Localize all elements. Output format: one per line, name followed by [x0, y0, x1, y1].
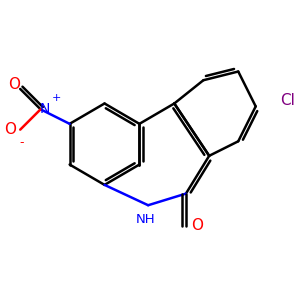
- Text: O: O: [8, 77, 20, 92]
- Text: O: O: [192, 218, 204, 233]
- Text: Cl: Cl: [280, 93, 295, 108]
- Text: NH: NH: [135, 213, 155, 226]
- Text: O: O: [4, 122, 16, 137]
- Text: +: +: [52, 93, 61, 103]
- Text: -: -: [20, 136, 24, 149]
- Text: N: N: [40, 102, 50, 116]
